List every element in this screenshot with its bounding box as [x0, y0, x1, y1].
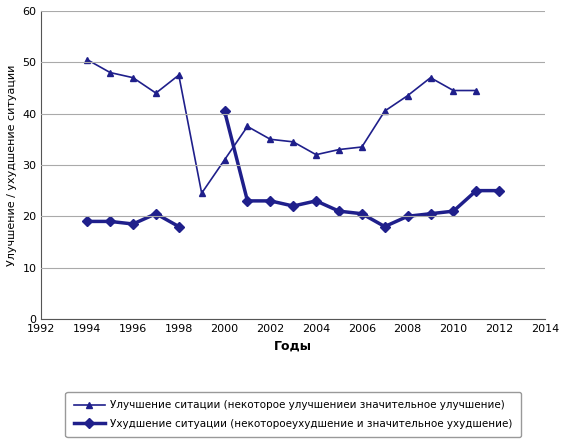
- X-axis label: Годы: Годы: [274, 339, 312, 352]
- Улучшение ситации (некоторое улучшениеи значительное улучшение): [427, 75, 434, 80]
- Ухудшение ситуации (некотороеухудшение и значительное ухудшение): [175, 224, 182, 229]
- Улучшение ситации (некоторое улучшениеи значительное улучшение): [450, 88, 457, 93]
- Улучшение ситации (некоторое улучшениеи значительное улучшение): [336, 147, 342, 152]
- Y-axis label: Улучшение / ухудшение ситуации: Улучшение / ухудшение ситуации: [7, 64, 17, 266]
- Улучшение ситации (некоторое улучшениеи значительное улучшение): [84, 57, 91, 62]
- Улучшение ситации (некоторое улучшениеи значительное улучшение): [175, 73, 182, 78]
- Улучшение ситации (некоторое улучшениеи значительное улучшение): [358, 144, 365, 150]
- Улучшение ситации (некоторое улучшениеи значительное улучшение): [152, 90, 159, 96]
- Улучшение ситации (некоторое улучшениеи значительное улучшение): [198, 190, 205, 196]
- Улучшение ситации (некоторое улучшениеи значительное улучшение): [130, 75, 136, 80]
- Улучшение ситации (некоторое улучшениеи значительное улучшение): [381, 109, 388, 114]
- Улучшение ситации (некоторое улучшениеи значительное улучшение): [404, 93, 411, 98]
- Улучшение ситации (некоторое улучшениеи значительное улучшение): [290, 139, 297, 144]
- Ухудшение ситуации (некотороеухудшение и значительное ухудшение): [84, 219, 91, 224]
- Улучшение ситации (некоторое улучшениеи значительное улучшение): [267, 136, 274, 142]
- Ухудшение ситуации (некотороеухудшение и значительное ухудшение): [130, 222, 136, 227]
- Улучшение ситации (некоторое улучшениеи значительное улучшение): [244, 124, 251, 129]
- Улучшение ситации (некоторое улучшениеи значительное улучшение): [221, 157, 228, 163]
- Line: Улучшение ситации (некоторое улучшениеи значительное улучшение): Улучшение ситации (некоторое улучшениеи …: [84, 56, 480, 197]
- Улучшение ситации (некоторое улучшениеи значительное улучшение): [312, 152, 319, 157]
- Line: Ухудшение ситуации (некотороеухудшение и значительное ухудшение): Ухудшение ситуации (некотороеухудшение и…: [84, 210, 182, 230]
- Legend: Улучшение ситации (некоторое улучшениеи значительное улучшение), Ухудшение ситуа: Улучшение ситации (некоторое улучшениеи …: [66, 392, 521, 437]
- Ухудшение ситуации (некотороеухудшение и значительное ухудшение): [152, 211, 159, 216]
- Улучшение ситации (некоторое улучшениеи значительное улучшение): [107, 70, 114, 75]
- Улучшение ситации (некоторое улучшениеи значительное улучшение): [473, 88, 479, 93]
- Ухудшение ситуации (некотороеухудшение и значительное ухудшение): [107, 219, 114, 224]
